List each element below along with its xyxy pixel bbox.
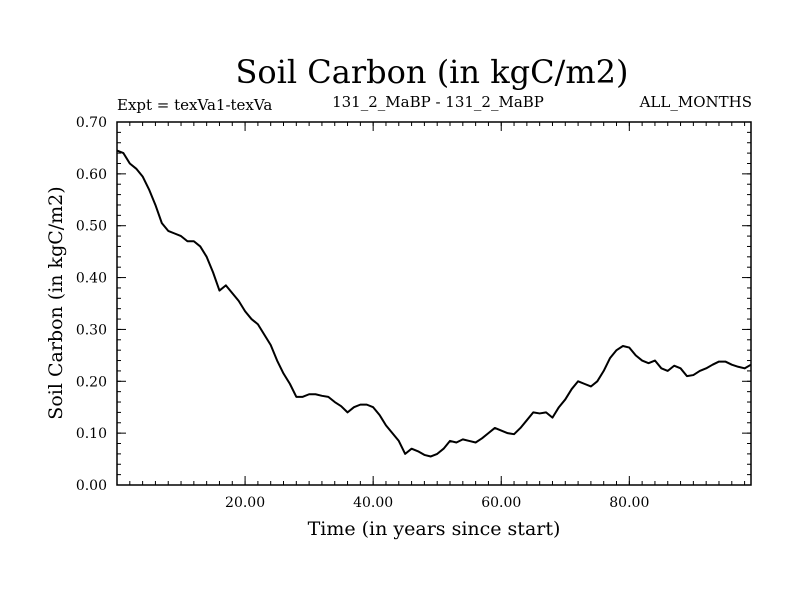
y-tick-label: 0.50 <box>76 219 107 235</box>
y-tick-labels: 0.00 0.10 0.20 0.30 0.40 0.50 0.60 0.70 <box>76 115 107 494</box>
y-tick-label: 0.00 <box>76 478 107 494</box>
soil-carbon-series-line <box>116 149 752 458</box>
x-tick-label: 20.00 <box>225 495 265 511</box>
y-tick-label: 0.40 <box>76 271 107 287</box>
plot-area-frame <box>116 121 752 486</box>
y-tick-label: 0.30 <box>76 322 107 338</box>
x-axis-label: Time (in years since start) <box>308 518 561 540</box>
period-label: 131_2_MaBP - 131_2_MaBP <box>332 93 544 111</box>
x-tick-label: 60.00 <box>481 495 521 511</box>
y-tick-label: 0.70 <box>76 115 107 131</box>
x-tick-label: 80.00 <box>609 495 649 511</box>
x-tick-label: 40.00 <box>353 495 393 511</box>
y-tick-label: 0.20 <box>76 374 107 390</box>
y-tick-label: 0.60 <box>76 167 107 183</box>
chart-title: Soil Carbon (in kgC/m2) <box>235 53 628 91</box>
y-axis-label: Soil Carbon (in kgC/m2) <box>45 186 67 419</box>
x-tick-labels: 20.00 40.00 60.00 80.00 <box>225 495 649 511</box>
axis-ticks <box>117 121 751 486</box>
y-tick-label: 0.10 <box>76 426 107 442</box>
season-label: ALL_MONTHS <box>639 93 752 111</box>
experiment-label: Expt = texVa1-texVa <box>117 96 272 114</box>
